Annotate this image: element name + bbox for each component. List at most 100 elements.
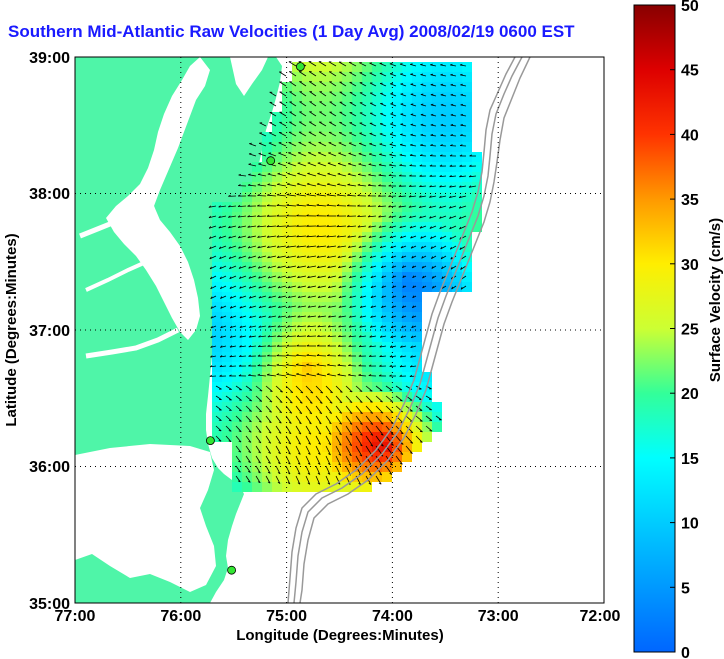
velocity-arrow [306, 255, 317, 258]
velocity-arrow-head [248, 420, 252, 423]
velocity-arrow-head [349, 454, 352, 457]
velocity-cell [322, 212, 332, 222]
velocity-arrow [265, 415, 272, 423]
velocity-arrow [229, 345, 237, 348]
velocity-arrow [307, 295, 317, 298]
velocity-cell [242, 282, 252, 292]
velocity-arrow-head [210, 355, 213, 358]
velocity-cell [372, 202, 382, 212]
velocity-arrow [365, 385, 373, 392]
velocity-arrow [325, 435, 332, 445]
velocity-arrow [306, 373, 317, 377]
velocity-arrow-head [370, 285, 373, 288]
velocity-arrow-head [347, 245, 351, 248]
velocity-arrow [348, 61, 357, 67]
velocity-arrow-head [418, 205, 422, 208]
velocity-arrow-head [218, 440, 222, 442]
velocity-cell [412, 342, 422, 352]
velocity-arrow [379, 123, 387, 127]
velocity-cell [322, 182, 332, 192]
velocity-arrow [338, 142, 347, 147]
velocity-arrow-head [238, 266, 241, 269]
velocity-arrow-head [369, 325, 373, 328]
velocity-arrow-head [288, 452, 291, 455]
velocity-cell [412, 332, 422, 342]
velocity-arrow [327, 183, 337, 187]
velocity-arrow-head [422, 285, 425, 289]
velocity-arrow-head [357, 204, 360, 207]
velocity-arrow [389, 235, 397, 239]
velocity-arrow-head [287, 315, 291, 318]
velocity-arrow [289, 101, 297, 107]
velocity-cell [312, 262, 322, 272]
velocity-cell [262, 202, 272, 212]
velocity-arrow [228, 255, 237, 259]
velocity-cell [382, 92, 392, 102]
velocity-arrow [306, 364, 317, 367]
colorbar-tick-label: 40 [681, 127, 699, 144]
velocity-cell [322, 222, 332, 232]
velocity-cell [322, 162, 332, 172]
velocity-arrow [355, 455, 362, 466]
velocity-cell [452, 112, 462, 122]
velocity-cell [292, 152, 302, 162]
velocity-arrow [325, 475, 331, 485]
velocity-arrow [420, 74, 427, 77]
velocity-arrow [379, 63, 387, 67]
velocity-arrow-head [449, 174, 452, 178]
velocity-arrow [307, 315, 317, 318]
velocity-arrow [305, 425, 312, 435]
velocity-arrow [296, 355, 307, 357]
velocity-arrow [297, 173, 307, 177]
velocity-cell [412, 72, 422, 82]
colorbar-tick-label: 35 [681, 192, 699, 209]
velocity-arrow [420, 134, 427, 137]
velocity-arrow-head [429, 154, 433, 157]
velocity-arrow [287, 265, 297, 269]
velocity-arrow [297, 275, 307, 279]
velocity-cell [332, 82, 342, 92]
velocity-arrow-head [337, 373, 341, 376]
velocity-arrow [375, 435, 384, 447]
velocity-arrow-head [388, 184, 392, 187]
velocity-arrow [385, 395, 393, 402]
velocity-arrow [287, 305, 297, 308]
velocity-arrow-head [228, 205, 231, 208]
velocity-arrow [248, 345, 257, 348]
velocity-arrow-head [419, 164, 423, 167]
velocity-arrow [258, 335, 267, 338]
velocity-arrow [308, 152, 317, 157]
velocity-arrow [459, 175, 467, 178]
velocity-cell [402, 372, 412, 382]
velocity-cell [212, 252, 222, 262]
velocity-arrow [309, 81, 317, 87]
velocity-cell [352, 102, 362, 112]
velocity-cell [432, 212, 442, 222]
velocity-cell [402, 352, 412, 362]
velocity-arrow [265, 445, 271, 454]
velocity-cell [412, 132, 422, 142]
velocity-cell [272, 252, 282, 262]
velocity-cell [402, 272, 412, 282]
velocity-cell [252, 372, 262, 382]
velocity-arrow [440, 64, 447, 67]
velocity-arrow [297, 265, 307, 269]
velocity-arrow-head [338, 265, 341, 269]
velocity-arrow-head [337, 354, 341, 357]
potomac-river [79, 203, 155, 239]
velocity-arrow-head [310, 391, 314, 394]
velocity-cell [242, 182, 252, 192]
velocity-arrow [245, 425, 252, 433]
velocity-cell [312, 202, 322, 212]
velocity-cell [312, 172, 322, 182]
velocity-cell [212, 342, 222, 352]
velocity-cell [432, 262, 442, 272]
velocity-arrow-head [266, 235, 270, 238]
velocity-arrow-head [276, 363, 280, 366]
velocity-arrow-head [359, 444, 363, 447]
velocity-arrow-head [319, 412, 322, 415]
velocity-cell [292, 332, 302, 342]
velocity-cell [402, 332, 412, 342]
velocity-cell [222, 202, 232, 212]
velocity-arrow [257, 215, 267, 217]
